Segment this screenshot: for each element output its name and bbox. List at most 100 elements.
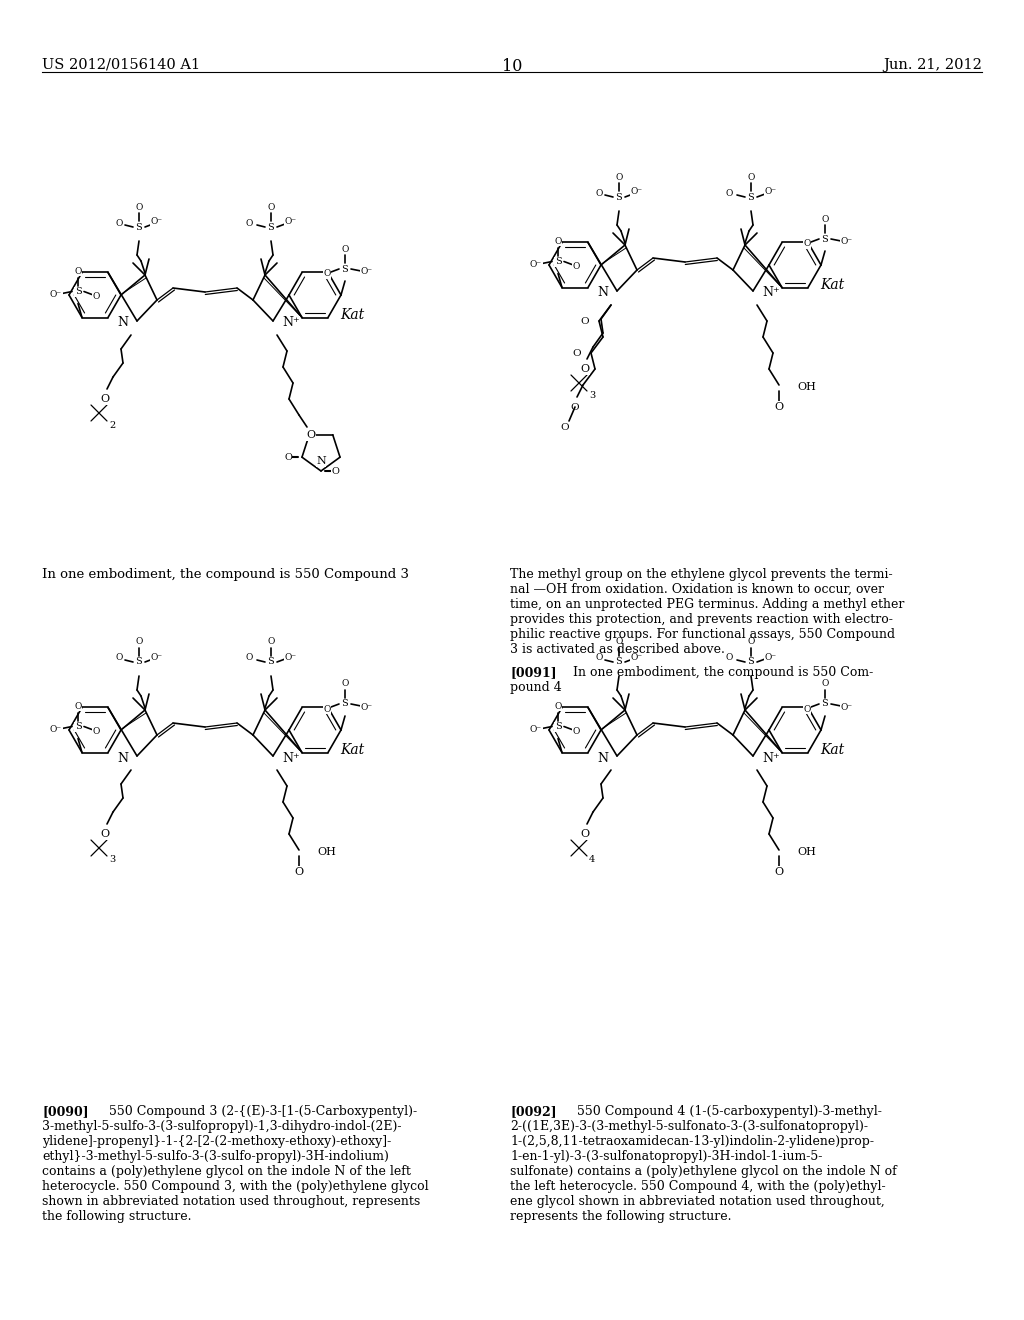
Text: O: O [821,214,828,223]
Text: O: O [295,867,303,876]
Text: S: S [342,264,348,273]
Text: O: O [331,466,339,475]
Text: S: S [615,657,623,667]
Text: 2: 2 [109,421,116,429]
Text: 10: 10 [502,58,522,75]
Text: O: O [572,727,580,737]
Text: O: O [324,269,331,279]
Text: S: S [342,700,348,709]
Text: O: O [725,189,733,198]
Text: O: O [324,705,331,714]
Text: N: N [117,751,128,764]
Text: O⁻: O⁻ [360,702,373,711]
Text: represents the following structure.: represents the following structure. [510,1210,731,1224]
Text: 1-en-1-yl)-3-(3-sulfonatopropyl)-3H-indol-1-ium-5-: 1-en-1-yl)-3-(3-sulfonatopropyl)-3H-indo… [510,1150,822,1163]
Text: O⁻: O⁻ [765,187,777,197]
Text: N: N [117,317,128,330]
Text: O: O [92,727,99,737]
Text: O: O [615,638,623,647]
Text: US 2012/0156140 A1: US 2012/0156140 A1 [42,58,200,73]
Text: the following structure.: the following structure. [42,1210,191,1224]
Text: 2-((1E,3E)-3-(3-methyl-5-sulfonato-3-(3-sulfonatopropyl)-: 2-((1E,3E)-3-(3-methyl-5-sulfonato-3-(3-… [510,1119,868,1133]
Text: O: O [803,705,811,714]
Text: O⁻: O⁻ [50,725,62,734]
Text: O⁻: O⁻ [631,187,643,197]
Text: [0092]: [0092] [510,1105,557,1118]
Text: O: O [92,292,99,301]
Text: Jun. 21, 2012: Jun. 21, 2012 [883,58,982,73]
Text: O: O [572,348,582,358]
Text: ethyl}-3-methyl-5-sulfo-3-(3-sulfo-propyl)-3H-indolium): ethyl}-3-methyl-5-sulfo-3-(3-sulfo-propy… [42,1150,389,1163]
Text: S: S [555,722,561,731]
Text: Kat: Kat [820,279,844,292]
Text: O: O [615,173,623,181]
Text: 550 Compound 3 (2-{(E)-3-[1-(5-Carboxypentyl)-: 550 Compound 3 (2-{(E)-3-[1-(5-Carboxype… [97,1105,417,1118]
Text: O: O [595,653,603,663]
Text: O: O [75,702,82,711]
Text: 3 is activated as described above.: 3 is activated as described above. [510,643,725,656]
Text: S: S [267,657,274,667]
Text: N: N [597,286,608,300]
Text: provides this protection, and prevents reaction with electro-: provides this protection, and prevents r… [510,612,893,626]
Text: O: O [595,189,603,198]
Text: O: O [572,261,580,271]
Text: O⁻: O⁻ [50,290,62,300]
Text: O: O [284,453,292,462]
Text: 3: 3 [109,855,116,865]
Text: Kat: Kat [820,743,844,756]
Text: N: N [316,455,326,466]
Text: O: O [748,173,755,181]
Text: O⁻: O⁻ [151,652,163,661]
Text: O⁻: O⁻ [285,652,297,661]
Text: [0091]: [0091] [510,667,557,678]
Text: Kat: Kat [340,308,365,322]
Text: ylidene]-propenyl}-1-{2-[2-(2-methoxy-ethoxy)-ethoxy]-: ylidene]-propenyl}-1-{2-[2-(2-methoxy-et… [42,1135,391,1148]
Text: O: O [246,653,253,663]
Text: O: O [774,403,783,412]
Text: O⁻: O⁻ [841,702,853,711]
Text: O: O [341,680,349,689]
Text: In one embodiment, the compound is 550 Compound 3: In one embodiment, the compound is 550 C… [42,568,409,581]
Text: S: S [615,193,623,202]
Text: O: O [116,219,123,227]
Text: 1-(2,5,8,11-tetraoxamidecan-13-yl)indolin-2-ylidene)prop-: 1-(2,5,8,11-tetraoxamidecan-13-yl)indoli… [510,1135,874,1148]
Text: philic reactive groups. For functional assays, 550 Compound: philic reactive groups. For functional a… [510,628,895,642]
Text: O: O [341,244,349,253]
Text: O⁻: O⁻ [631,652,643,661]
Text: O: O [100,829,110,840]
Text: S: S [135,657,142,667]
Text: O: O [306,430,315,440]
Text: O: O [246,219,253,227]
Text: N⁺: N⁺ [762,286,779,300]
Text: O: O [581,829,590,840]
Text: pound 4: pound 4 [510,681,562,694]
Text: O: O [100,393,110,404]
Text: contains a (poly)ethylene glycol on the indole N of the left: contains a (poly)ethylene glycol on the … [42,1166,411,1177]
Text: O: O [267,638,274,647]
Text: O: O [554,702,562,711]
Text: O: O [554,238,562,246]
Text: O: O [570,403,580,412]
Text: O⁻: O⁻ [530,725,542,734]
Text: O: O [774,867,783,876]
Text: shown in abbreviated notation used throughout, represents: shown in abbreviated notation used throu… [42,1195,420,1208]
Text: 3: 3 [589,391,595,400]
Text: nal —OH from oxidation. Oxidation is known to occur, over: nal —OH from oxidation. Oxidation is kno… [510,583,884,597]
Text: [0090]: [0090] [42,1105,89,1118]
Text: O: O [581,317,590,326]
Text: O: O [725,653,733,663]
Text: 550 Compound 4 (1-(5-carboxypentyl)-3-methyl-: 550 Compound 4 (1-(5-carboxypentyl)-3-me… [565,1105,882,1118]
Text: O⁻: O⁻ [151,218,163,227]
Text: O: O [116,653,123,663]
Text: O: O [75,267,82,276]
Text: time, on an unprotected PEG terminus. Adding a methyl ether: time, on an unprotected PEG terminus. Ad… [510,598,904,611]
Text: O: O [581,364,590,374]
Text: 3-methyl-5-sulfo-3-(3-sulfopropyl)-1,3-dihydro-indol-(2E)-: 3-methyl-5-sulfo-3-(3-sulfopropyl)-1,3-d… [42,1119,401,1133]
Text: OH: OH [797,847,816,857]
Text: O⁻: O⁻ [285,218,297,227]
Text: S: S [821,235,828,243]
Text: In one embodiment, the compound is 550 Com-: In one embodiment, the compound is 550 C… [565,667,873,678]
Text: Kat: Kat [340,743,365,756]
Text: O: O [821,680,828,689]
Text: S: S [748,193,755,202]
